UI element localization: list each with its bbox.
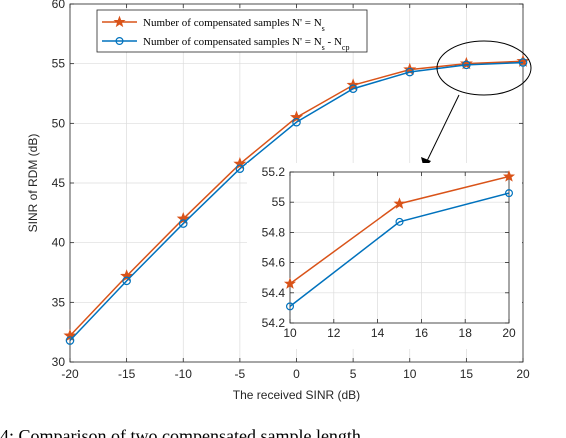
y-tick-label: 55 xyxy=(272,195,286,209)
x-tick-label: 16 xyxy=(415,326,429,340)
y-tick-label: 30 xyxy=(52,355,66,369)
figure-caption: 4: Comparison of two compensated sample … xyxy=(0,426,361,438)
series-1-point xyxy=(502,170,516,182)
series-2-line xyxy=(289,192,510,307)
x-tick-label: 18 xyxy=(459,326,473,340)
series-1-point xyxy=(393,197,406,209)
legend-label-text: Number of compensated samples N' = N xyxy=(143,17,322,29)
legend-series-2-marker xyxy=(115,36,124,45)
series-2-point xyxy=(395,217,404,226)
plot-frame xyxy=(289,171,510,324)
y-tick-label: 54.2 xyxy=(262,316,286,330)
y-tick-label: 54.4 xyxy=(262,286,286,300)
series-1-point xyxy=(176,211,190,225)
zoom-ellipse xyxy=(436,40,532,96)
legend-label-subscript: s xyxy=(322,43,325,52)
series-2-point xyxy=(285,302,295,311)
legend-series-1-label: Number of compensated samples N' = Ns xyxy=(143,17,325,33)
series-1-point xyxy=(63,328,77,342)
series-2-point xyxy=(292,117,301,127)
series-2-point xyxy=(122,276,131,286)
y-tick-label: 40 xyxy=(52,236,66,250)
zoom-arrow-line xyxy=(425,94,460,164)
legend-label-text: - N xyxy=(325,36,342,48)
x-tick-label: -15 xyxy=(118,367,136,381)
x-tick-label: 14 xyxy=(371,326,385,340)
x-tick-label: 20 xyxy=(516,367,530,381)
y-axis-label: SINR of RDM (dB) xyxy=(26,134,40,233)
series-1-point xyxy=(516,54,530,67)
plot-background xyxy=(290,172,509,323)
legend-series-1-marker xyxy=(113,15,126,28)
y-tick-label: 45 xyxy=(52,176,66,190)
y-tick-label: 50 xyxy=(52,116,66,130)
y-tick-label: 55 xyxy=(52,57,66,71)
series-2-point xyxy=(405,67,415,77)
legend-label-subscript: s xyxy=(322,24,325,33)
plot-frame xyxy=(69,3,524,363)
x-tick-label: -5 xyxy=(235,367,246,381)
legend-series-2-label: Number of compensated samples N' = Ns - … xyxy=(143,36,349,52)
legend-label-text: Number of compensated samples N' = N xyxy=(143,36,322,48)
x-tick-label: -10 xyxy=(175,367,193,381)
series-2-point xyxy=(235,164,245,173)
legend: Number of compensated samples N' = NsNum… xyxy=(96,9,368,53)
x-tick-label: 5 xyxy=(350,367,357,381)
legend-box xyxy=(96,9,368,53)
y-tick-label: 35 xyxy=(52,295,66,309)
inset-plot: 10 12 14 16 18 20 54.2 54.4 54.6 54.8 55 55.2 xyxy=(247,163,522,349)
y-tick-label: 60 xyxy=(52,0,66,11)
x-tick-label: 15 xyxy=(460,367,474,381)
series-1-point xyxy=(233,157,247,170)
series-1-point xyxy=(283,277,297,289)
y-tick-label: 54.6 xyxy=(262,256,286,270)
x-tick-label: 0 xyxy=(293,367,300,381)
series-2-point xyxy=(65,336,75,345)
x-axis-label: The received SINR (dB) xyxy=(233,388,360,402)
series-1-point xyxy=(289,110,304,123)
x-tick-label: 20 xyxy=(502,326,516,340)
series-2-point xyxy=(504,189,514,198)
x-tick-label: 10 xyxy=(283,326,297,340)
series-2-point xyxy=(462,60,471,70)
series-2-line xyxy=(69,61,524,342)
series-2-point xyxy=(518,58,528,67)
x-tick-label: -20 xyxy=(61,367,79,381)
series-2-point xyxy=(348,84,358,94)
y-tick-label: 54.8 xyxy=(262,225,286,239)
x-tick-label: 10 xyxy=(403,367,417,381)
legend-label-subscript: cp xyxy=(342,43,350,52)
series-1-point xyxy=(120,269,134,282)
series-2-point xyxy=(178,219,188,228)
x-tick-label: 12 xyxy=(327,326,341,340)
y-tick-label: 55.2 xyxy=(262,165,286,179)
series-1-point xyxy=(459,56,473,70)
